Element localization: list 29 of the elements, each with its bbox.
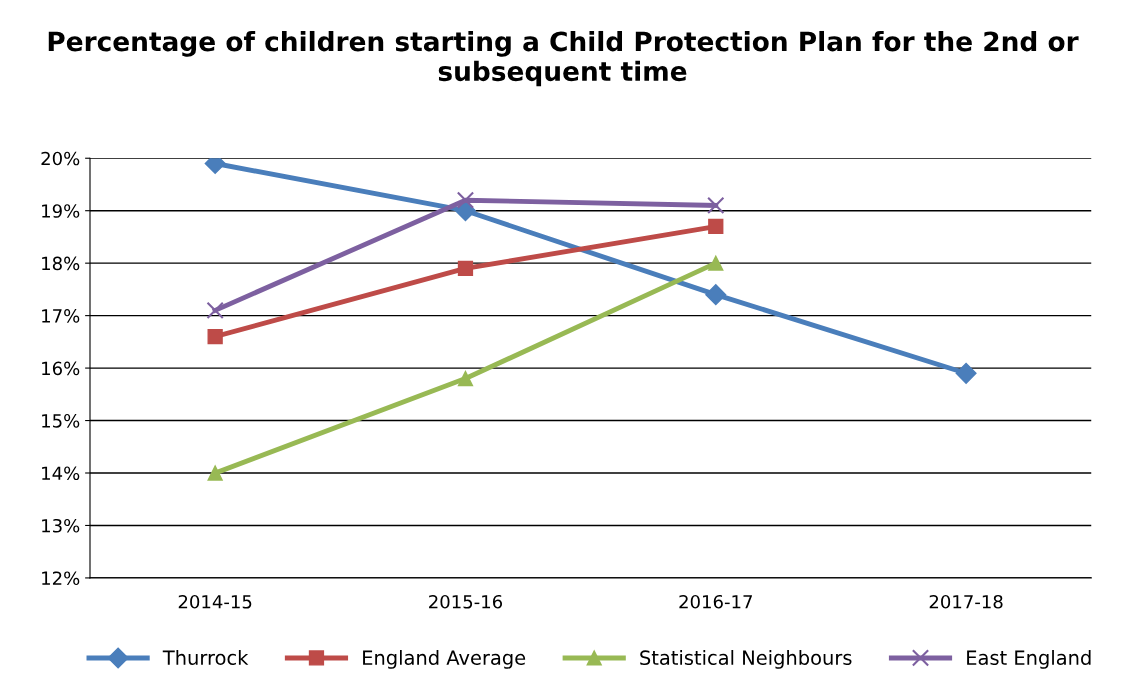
x-tick-label: 2017-18: [929, 594, 1003, 609]
y-tick-label: 20%: [41, 151, 80, 166]
point: [207, 465, 223, 481]
point: [705, 284, 727, 306]
point: [206, 301, 224, 320]
point: [457, 370, 474, 387]
x-tick-label: 2014-15: [178, 594, 252, 609]
legend-label: England Average: [363, 649, 526, 669]
y-tick-label: 12%: [42, 571, 80, 586]
point: [457, 260, 474, 277]
legend-label: Statistical Neighbours: [640, 649, 852, 669]
y-tick-label: 14%: [42, 466, 80, 481]
x-tick-label: 2016-17: [679, 594, 752, 609]
chart-title: Percentage of children starting a Child Protection Plan for the 2nd or subsequent time: [48, 30, 1079, 87]
y-tick-label: 13%: [42, 518, 80, 533]
y-tick-label: 15%: [42, 414, 80, 428]
point: [207, 328, 223, 345]
y-tick-label: 16%: [42, 361, 80, 376]
legend-label: East England: [967, 649, 1091, 669]
point: [955, 362, 977, 384]
point: [708, 218, 724, 235]
point: [707, 196, 725, 215]
y-tick-label: 19%: [42, 204, 80, 218]
x-tick-label: 2015-16: [429, 594, 503, 609]
legend-label: Thurrock: [162, 649, 249, 666]
y-tick-label: 18%: [42, 256, 80, 271]
point: [708, 255, 724, 271]
y-tick-label: 17%: [42, 309, 80, 323]
point: [456, 191, 475, 209]
